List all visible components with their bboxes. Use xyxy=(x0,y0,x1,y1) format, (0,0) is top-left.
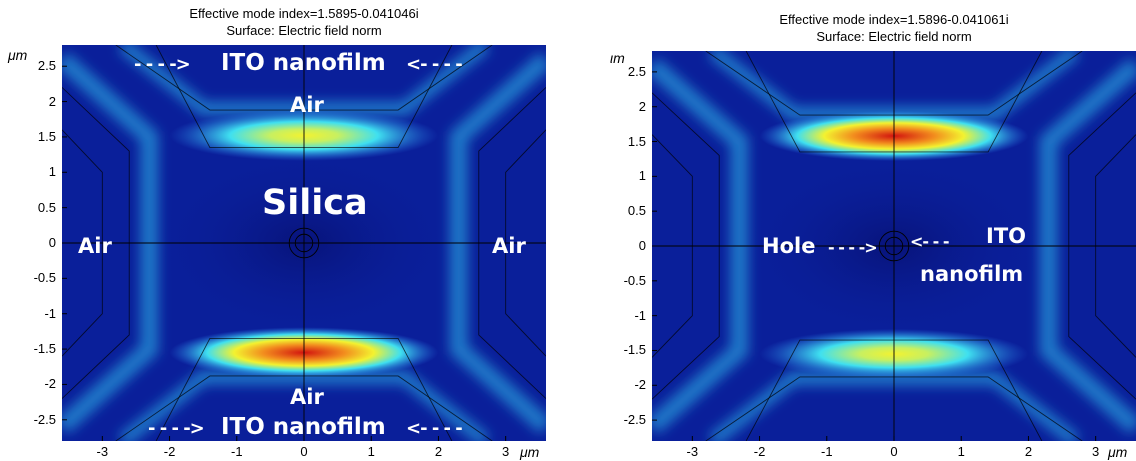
left-top-air-label: Air xyxy=(290,93,324,117)
left-left-air-label: Air xyxy=(78,234,112,258)
y-tick-label: -1 xyxy=(44,305,56,321)
left-heatmap xyxy=(62,45,546,441)
y-tick-label: -1.5 xyxy=(33,341,56,357)
x-tick-label: -3 xyxy=(686,444,699,459)
y-tick-label: -2 xyxy=(44,376,56,392)
x-tick-label: -2 xyxy=(163,444,176,459)
right-title: Effective mode index=1.5896-0.041061i xyxy=(779,12,1009,27)
y-tick-label: 0 xyxy=(48,235,56,250)
hole-outer-circle xyxy=(288,227,320,259)
x-tick-label: 1 xyxy=(957,444,965,459)
y-tick-label: 0.5 xyxy=(627,203,646,219)
y-tick-label: 2 xyxy=(48,93,56,109)
y-tick-label: 1.5 xyxy=(37,128,56,144)
left-title: Effective mode index=1.5895-0.041046i xyxy=(189,6,419,21)
x-tick-label: -1 xyxy=(820,444,833,459)
y-tick-label: -2 xyxy=(634,377,646,393)
right-ito-label-line2: nanofilm xyxy=(920,262,1024,286)
left-bottom-arrow-right: - - - -> xyxy=(148,418,205,439)
y-tick-label: -2.5 xyxy=(623,412,646,428)
left-bottom-film-label: ITO nanofilm xyxy=(221,414,386,440)
x-tick-label: 0 xyxy=(890,444,898,459)
right-ito-label-line1: ITO xyxy=(986,224,1026,248)
y-tick-label: 2.5 xyxy=(37,58,56,74)
left-bottom-air-label: Air xyxy=(290,385,324,409)
x-tick-label: 1 xyxy=(367,444,375,459)
y-tick-label: -2.5 xyxy=(33,411,56,427)
right-heatmap xyxy=(652,51,1136,441)
left-bottom-arrow-left: <- - - - xyxy=(406,418,463,439)
x-tick-label: 3 xyxy=(1092,444,1100,459)
y-tick-label: -0.5 xyxy=(33,270,56,286)
hole-inner-circle xyxy=(294,233,314,253)
y-tick-label: -1.5 xyxy=(623,342,646,358)
y-tick-label: 1 xyxy=(48,164,56,180)
x-tick-label: 3 xyxy=(502,444,510,459)
x-tick-label: -2 xyxy=(753,444,766,459)
right-hole-arrow: - - - -> xyxy=(828,238,878,257)
hole-inner-circle xyxy=(884,236,904,256)
left-top-arrow-left: <- - - - xyxy=(406,54,463,75)
right-ito-arrow: <- - - xyxy=(910,232,949,251)
x-tick-label: 0 xyxy=(300,444,308,459)
y-tick-label: -0.5 xyxy=(623,272,646,288)
left-subtitle: Surface: Electric field norm xyxy=(226,23,382,38)
y-tick-label: 2 xyxy=(638,98,646,114)
left-top-film-label: ITO nanofilm xyxy=(221,50,386,76)
left-core-label: Silica xyxy=(262,183,368,223)
y-tick-label: 2.5 xyxy=(627,63,646,79)
x-tick-label: -1 xyxy=(230,444,243,459)
right-y-unit: ιm xyxy=(610,50,625,66)
y-tick-label: 1 xyxy=(638,168,646,184)
left-y-unit: μm xyxy=(8,47,28,63)
y-tick-label: -1 xyxy=(634,307,646,323)
y-tick-label: 0 xyxy=(638,238,646,253)
right-x-unit: μm xyxy=(1108,444,1128,460)
y-tick-label: 0.5 xyxy=(37,199,56,215)
right-subtitle: Surface: Electric field norm xyxy=(816,29,972,44)
left-right-air-label: Air xyxy=(492,234,526,258)
y-tick-label: 1.5 xyxy=(627,133,646,149)
x-tick-label: 2 xyxy=(434,444,443,459)
right-hole-label: Hole xyxy=(762,234,816,258)
x-tick-label: 2 xyxy=(1024,444,1033,459)
hole-outer-circle xyxy=(878,230,910,262)
left-top-arrow-right: - - - -> xyxy=(134,54,191,75)
left-x-unit: μm xyxy=(520,444,540,460)
x-tick-label: -3 xyxy=(96,444,109,459)
